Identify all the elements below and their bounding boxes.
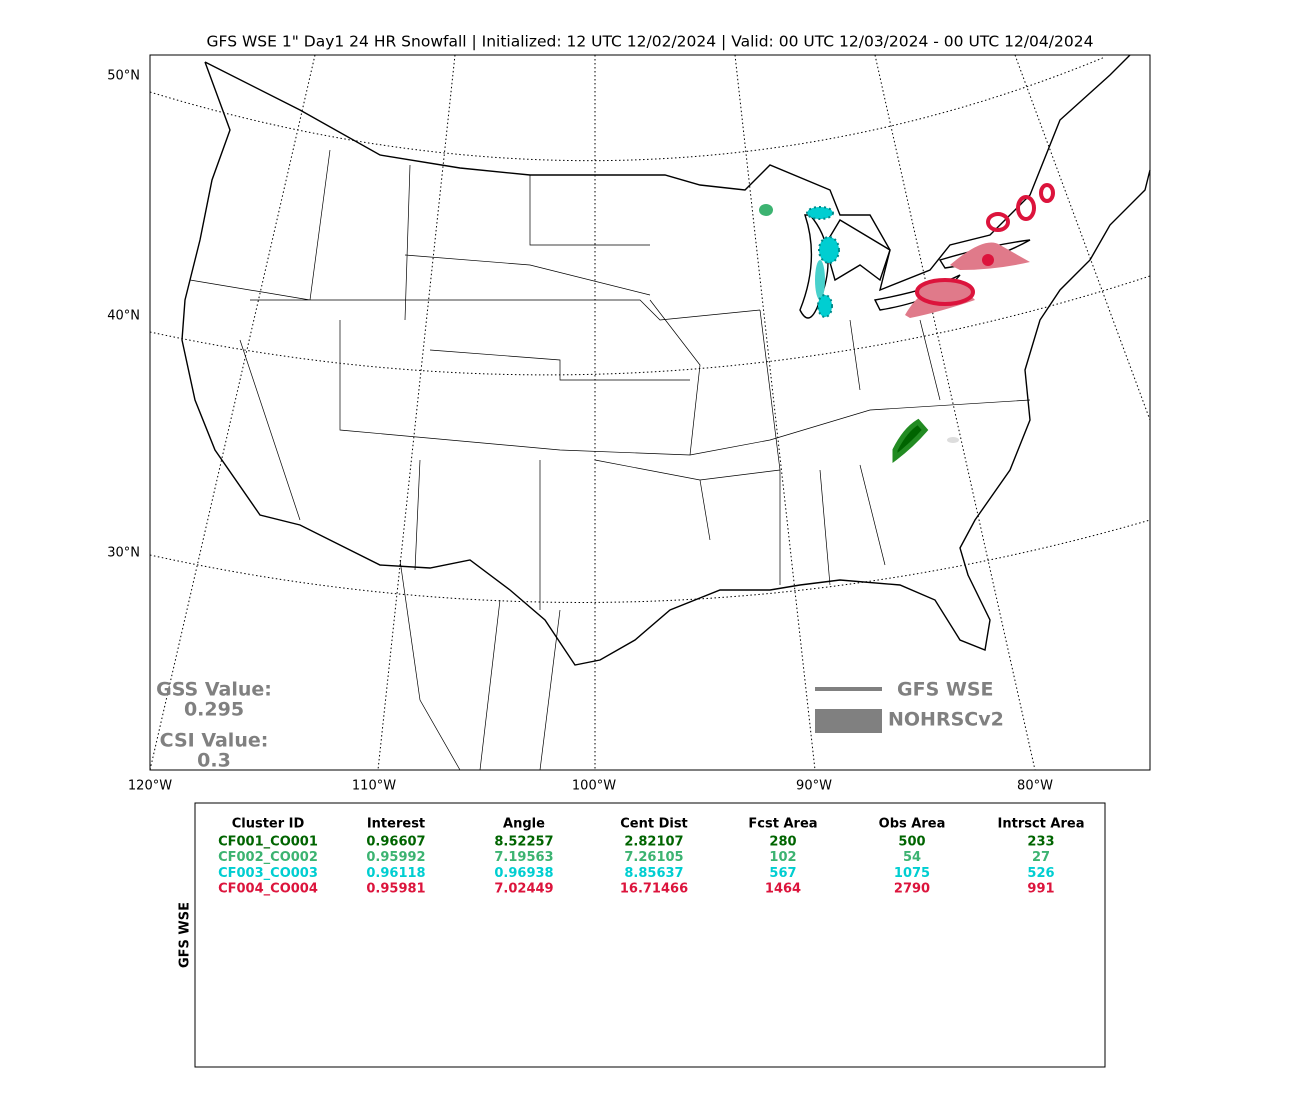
snow-objects — [759, 183, 1055, 464]
table-cell: CF003_CO003 — [218, 866, 318, 881]
object-cf004 — [982, 254, 994, 266]
table-cell: 27 — [1032, 850, 1050, 865]
table-cell: 102 — [769, 850, 796, 865]
table-header: Obs Area — [879, 817, 946, 832]
table-cell: 500 — [898, 835, 925, 850]
table-header: Angle — [503, 817, 545, 832]
object-cf003 — [806, 206, 834, 220]
state-borders — [189, 149, 1031, 771]
table-header: Cluster ID — [232, 817, 305, 832]
table-cell: CF004_CO004 — [218, 882, 318, 897]
table-cell: 0.96607 — [366, 835, 425, 850]
lon-label: 90°W — [796, 779, 832, 794]
legend-area — [815, 709, 882, 733]
table-cell: 526 — [1027, 866, 1054, 881]
title: GFS WSE 1" Day1 24 HR Snowfall | Initial… — [207, 33, 1094, 51]
object-cf004 — [986, 212, 1010, 232]
object-cf004 — [1039, 183, 1055, 203]
table-header: Interest — [367, 817, 425, 832]
lon-label: 120°W — [128, 779, 172, 794]
map: 50°N 40°N 30°N 120°W 110°W 100°W 90°W 80… — [107, 54, 1151, 794]
table-cell: 567 — [769, 866, 796, 881]
table-cell: 0.96118 — [366, 866, 425, 881]
lon-label: 110°W — [352, 779, 396, 794]
great-lakes — [799, 214, 1031, 319]
graticule — [1014, 54, 1151, 421]
table-frame — [194, 802, 1106, 1068]
table-cell: 8.52257 — [494, 835, 553, 850]
table-side-label: GFS WSE — [178, 902, 193, 968]
table-cell: 7.26105 — [624, 850, 683, 865]
legend-label: NOHRSCv2 — [888, 709, 1004, 731]
graticule — [149, 275, 1151, 376]
table-cell: 16.71466 — [620, 882, 688, 897]
table-cell: 0.95992 — [366, 850, 425, 865]
lat-label: 50°N — [107, 69, 140, 84]
table-cell: 233 — [1027, 835, 1054, 850]
object-cf002 — [759, 204, 773, 216]
table-cell: 0.96938 — [494, 866, 553, 881]
object-cf004 — [1016, 195, 1036, 221]
table-cell: 8.85637 — [624, 866, 683, 881]
map-frame — [149, 54, 1151, 771]
table: GFS WSE Cluster ID Interest Angle Cent Dist… — [178, 802, 1106, 1068]
lat-label: 40°N — [107, 309, 140, 324]
gss-value: 0.295 — [184, 699, 244, 721]
table-cell: 991 — [1027, 882, 1054, 897]
graticule — [149, 519, 1151, 603]
lat-label: 30°N — [107, 546, 140, 561]
csi-label: CSI Value: — [160, 730, 269, 752]
table-cell: 7.02449 — [494, 882, 553, 897]
table-cell: 280 — [769, 835, 796, 850]
lon-label: 80°W — [1017, 779, 1053, 794]
table-cell: 0.95981 — [366, 882, 425, 897]
table-cell: CF002_CO002 — [218, 850, 318, 865]
object-cf001 — [892, 418, 929, 464]
object-cf003 — [818, 236, 840, 264]
object-other — [947, 437, 959, 443]
table-cell: 1464 — [765, 882, 801, 897]
csi-value: 0.3 — [197, 750, 231, 772]
table-cell: 2.82107 — [624, 835, 683, 850]
table-cell: CF001_CO001 — [218, 835, 318, 850]
table-cell: 54 — [903, 850, 921, 865]
table-header: Fcst Area — [748, 817, 817, 832]
table-header: Intrsct Area — [998, 817, 1085, 832]
table-cell: 7.19563 — [494, 850, 553, 865]
object-cf003 — [817, 294, 833, 318]
gss-label: GSS Value: — [156, 679, 272, 701]
table-header: Cent Dist — [620, 817, 688, 832]
object-cf003 — [815, 260, 825, 300]
lon-label: 100°W — [572, 779, 616, 794]
table-cell: 1075 — [894, 866, 930, 881]
object-cf004 — [915, 278, 975, 306]
table-cell: 2790 — [894, 882, 930, 897]
legend-label: GFS WSE — [897, 679, 994, 701]
